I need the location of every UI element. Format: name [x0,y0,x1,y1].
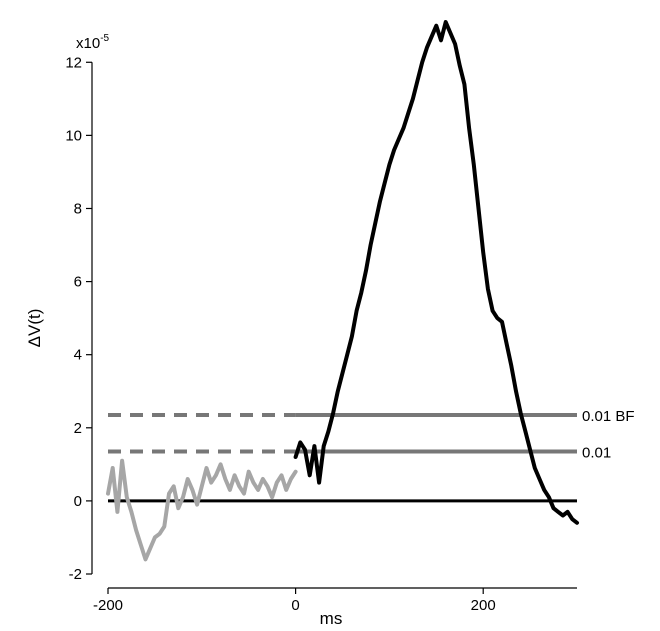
y-tick-label: 2 [74,420,82,437]
threshold-labels: 0.01 BF 0.01 [582,408,635,462]
series-line-response [293,20,579,525]
y-tick-label: 12 [65,54,82,71]
x-axis-title: ms [320,609,343,628]
y-multiplier: x10-5 [76,33,110,52]
y-axis-ticks: -2 0 2 4 6 8 10 12 [65,54,92,583]
x-tick-label: 0 [291,597,299,614]
threshold-label: 0.01 [582,445,611,462]
y-tick-label: 8 [74,200,82,217]
threshold-lines [108,413,577,454]
x-tick-label: 200 [471,597,496,614]
x-tick-label: -200 [93,597,123,614]
y-tick-label: 0 [74,493,82,510]
y-tick-label: 6 [74,274,82,291]
y-axis-title: ΔV(t) [25,309,44,348]
y-tick-label: -2 [69,566,82,583]
series-line-baseline [106,458,298,562]
x-axis-ticks: -200 0 200 [93,588,496,614]
threshold-label: 0.01 BF [582,408,635,425]
y-tick-label: 4 [74,347,82,364]
data-series [106,20,579,562]
y-tick-label: 10 [65,127,82,144]
